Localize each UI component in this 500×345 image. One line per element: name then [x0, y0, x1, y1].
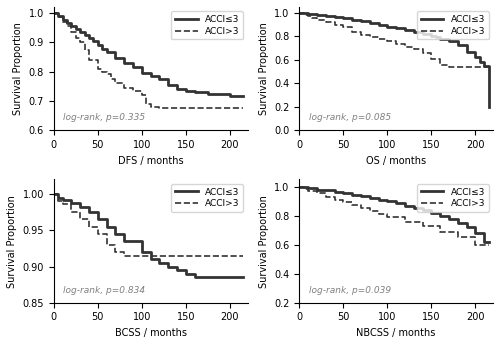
Text: log-rank, p=0.085: log-rank, p=0.085 [309, 114, 391, 122]
Y-axis label: Survival Proportion: Survival Proportion [258, 22, 268, 115]
Text: log-rank, p=0.834: log-rank, p=0.834 [64, 286, 146, 295]
Legend: ACCI≤3, ACCI>3: ACCI≤3, ACCI>3 [417, 11, 488, 39]
X-axis label: NBCSS / months: NBCSS / months [356, 328, 436, 338]
Y-axis label: Survival Proportion: Survival Proportion [13, 22, 23, 115]
Y-axis label: Survival Proportion: Survival Proportion [7, 195, 17, 287]
X-axis label: BCSS / months: BCSS / months [114, 328, 186, 338]
Y-axis label: Survival Proportion: Survival Proportion [258, 195, 268, 287]
Text: log-rank, p=0.039: log-rank, p=0.039 [309, 286, 391, 295]
X-axis label: OS / months: OS / months [366, 156, 426, 166]
Legend: ACCI≤3, ACCI>3: ACCI≤3, ACCI>3 [172, 184, 243, 212]
Legend: ACCI≤3, ACCI>3: ACCI≤3, ACCI>3 [417, 184, 488, 212]
Text: log-rank, p=0.335: log-rank, p=0.335 [64, 114, 146, 122]
X-axis label: DFS / months: DFS / months [118, 156, 184, 166]
Legend: ACCI≤3, ACCI>3: ACCI≤3, ACCI>3 [172, 11, 243, 39]
